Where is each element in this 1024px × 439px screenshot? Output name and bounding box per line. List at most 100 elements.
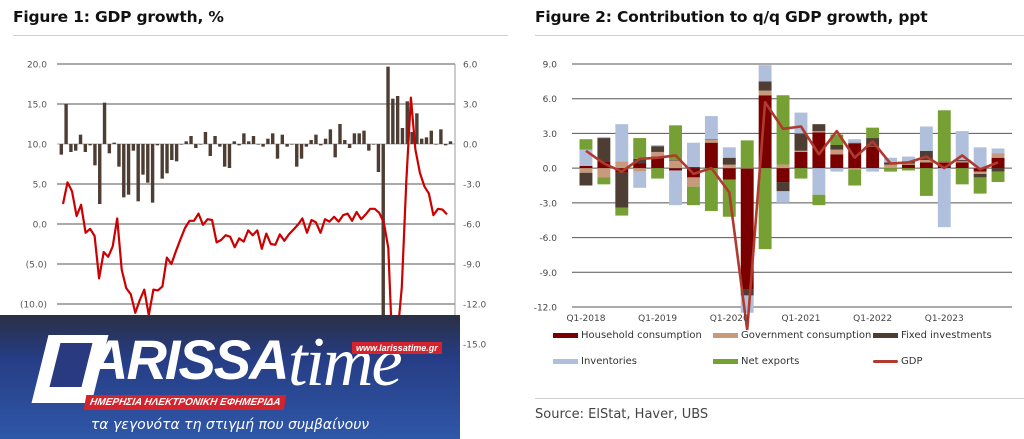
stacked-bar-segment xyxy=(919,162,933,169)
qq-growth-bar xyxy=(410,132,414,144)
qq-growth-bar xyxy=(122,144,126,198)
qq-growth-bar xyxy=(443,144,448,146)
stacked-bar-segment xyxy=(919,160,933,163)
x-tick-label: Q1-2021 xyxy=(781,314,820,324)
qq-growth-bar xyxy=(184,141,188,144)
qq-growth-bar xyxy=(323,138,328,144)
qq-growth-bar xyxy=(400,128,405,144)
right-tick-label: 3.0 xyxy=(463,101,478,111)
stacked-bar-segment xyxy=(866,127,880,139)
stacked-bar-segment xyxy=(740,168,754,290)
y-tick-label: -9.0 xyxy=(539,269,557,279)
stacked-bar-segment xyxy=(776,168,790,183)
qq-growth-bar xyxy=(189,136,193,144)
qq-growth-bar xyxy=(285,144,289,147)
legend-label: Government consumption xyxy=(741,330,872,341)
stacked-bar-segment xyxy=(633,163,647,169)
logo-url[interactable]: www.larissatime.gr xyxy=(352,342,442,354)
stacked-bar-segment xyxy=(633,168,647,172)
stacked-bar-segment xyxy=(669,125,682,161)
stacked-bar-segment xyxy=(704,168,718,211)
qq-growth-bar xyxy=(64,104,68,144)
stacked-bar-segment xyxy=(955,160,969,162)
stacked-bar-segment xyxy=(919,126,933,151)
stacked-bar-segment xyxy=(866,168,880,172)
qq-growth-bar xyxy=(88,144,92,146)
stacked-bar-segment xyxy=(991,153,1005,158)
source-note: Source: ElStat, Haver, UBS xyxy=(535,407,709,422)
qq-growth-bar xyxy=(415,113,419,144)
legend-label: GDP xyxy=(901,356,923,367)
stacked-bar-segment xyxy=(776,182,790,192)
y-tick-label: 6.0 xyxy=(543,95,558,105)
qq-growth-bar xyxy=(150,144,155,203)
stacked-bar-segment xyxy=(615,124,629,162)
qq-growth-bar xyxy=(78,134,83,144)
qq-growth-bar xyxy=(405,101,409,144)
stacked-bar-segment xyxy=(812,132,826,169)
stacked-bar-segment xyxy=(669,160,682,169)
y-tick-label: 9.0 xyxy=(543,61,558,71)
legend-label: Net exports xyxy=(741,356,800,367)
stacked-bar-segment xyxy=(651,156,665,169)
legend-item: Government consumption xyxy=(713,330,871,341)
qq-growth-bar xyxy=(299,144,304,159)
legend-swatch xyxy=(873,333,898,338)
stacked-bar-segment xyxy=(776,191,790,203)
stacked-bar-segment xyxy=(687,166,700,169)
y-tick-label: -6.0 xyxy=(539,234,557,244)
stacked-bar-segment xyxy=(812,168,826,195)
stacked-bar-segment xyxy=(991,148,1005,154)
qq-growth-bar xyxy=(222,144,227,167)
right-tick-label: -9.0 xyxy=(463,261,481,271)
larissatime-banner[interactable]: ARISSA time www.larissatime.gr ΗΜΕΡΗΣΙΑ … xyxy=(0,315,460,439)
stacked-bar-segment xyxy=(651,151,665,157)
qq-growth-bar xyxy=(381,144,385,331)
qq-growth-bar xyxy=(367,144,371,151)
stacked-bar-segment xyxy=(848,139,862,143)
stacked-bar-segment xyxy=(955,168,969,185)
qq-growth-bar xyxy=(107,144,112,154)
qq-growth-bar xyxy=(448,141,453,144)
qq-growth-bar xyxy=(333,144,337,158)
stacked-bar-segment xyxy=(669,168,682,171)
y-tick-label: -12.0 xyxy=(534,304,558,314)
logo-tagline: τα γεγονότα τη στιγμή που συμβαίνουν xyxy=(90,417,370,433)
left-tick-label: 5.0 xyxy=(33,181,48,191)
x-tick-label: Q1-2018 xyxy=(566,314,605,324)
qq-growth-bar xyxy=(362,130,366,144)
stacked-bar-segment xyxy=(937,110,951,162)
stacked-bar-segment xyxy=(651,145,665,147)
qq-growth-bar xyxy=(160,144,164,179)
stacked-bar-segment xyxy=(687,186,700,206)
left-tick-label: 0.0 xyxy=(33,221,48,231)
stacked-bar-segment xyxy=(955,161,969,163)
legend-swatch xyxy=(553,333,578,338)
qq-growth-bar xyxy=(117,144,121,167)
figure2-chart: 9.0 6.0 3.0 0.0 -3.0 -6.0 -9.0 -12.0 Q1-2018 Q1-2… xyxy=(534,61,1012,330)
qq-growth-bar xyxy=(386,66,390,144)
qq-growth-bar xyxy=(439,129,443,144)
qq-growth-bar xyxy=(424,137,429,144)
qq-growth-bar xyxy=(59,144,64,155)
qq-growth-bar xyxy=(309,140,313,144)
stacked-bar-segment xyxy=(830,154,844,169)
qq-growth-bar xyxy=(102,102,107,144)
stacked-bar-segment xyxy=(758,65,772,82)
stacked-bar-segment xyxy=(794,151,808,169)
figure1-title: Figure 1: GDP growth, % xyxy=(13,8,224,26)
stacked-bar-segment xyxy=(758,81,772,91)
stacked-bar-segment xyxy=(687,177,700,187)
stacked-bar-segment xyxy=(794,112,808,134)
qq-growth-bar xyxy=(194,144,198,148)
stacked-bar-segment xyxy=(919,168,933,196)
stacked-bar-segment xyxy=(597,138,611,162)
qq-growth-bar xyxy=(290,144,294,145)
qq-growth-bar xyxy=(295,144,299,167)
stacked-bar-segment xyxy=(615,207,629,216)
right-tick-label: 6.0 xyxy=(463,61,478,71)
stacked-bar-segment xyxy=(991,168,1005,172)
right-tick-label: -6.0 xyxy=(463,221,481,231)
qq-growth-bar xyxy=(371,144,376,145)
stacked-bar-segment xyxy=(848,169,862,186)
